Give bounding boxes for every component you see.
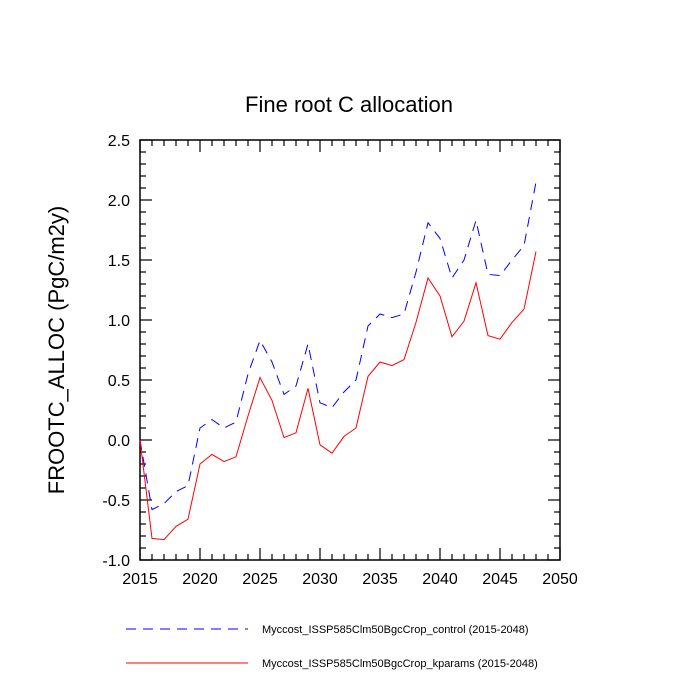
legend-label-control: Myccost_ISSP585Clm50BgcCrop_control (201… bbox=[262, 624, 529, 636]
y-tick-label: 0.5 bbox=[108, 373, 130, 390]
legend-label-kparams: Myccost_ISSP585Clm50BgcCrop_kparams (201… bbox=[262, 658, 538, 670]
y-tick-label: -1.0 bbox=[102, 553, 130, 570]
x-tick-label: 2035 bbox=[362, 571, 398, 588]
series-line-control bbox=[139, 181, 537, 511]
x-tick-label: 2040 bbox=[422, 571, 458, 588]
y-tick-label: -0.5 bbox=[102, 493, 130, 510]
chart-title: Fine root C allocation bbox=[245, 92, 453, 117]
x-tick-label: 2030 bbox=[302, 571, 338, 588]
series-line-kparams bbox=[139, 251, 537, 541]
y-tick-label: 1.0 bbox=[108, 313, 130, 330]
y-axis-label: FROOTC_ALLOC (PgC/m2y) bbox=[44, 206, 69, 495]
x-tick-label: 2045 bbox=[482, 571, 518, 588]
plot-frame bbox=[139, 139, 561, 561]
x-tick-label: 2020 bbox=[182, 571, 218, 588]
x-tick-label: 2050 bbox=[542, 571, 578, 588]
legend: Myccost_ISSP585Clm50BgcCrop_control (201… bbox=[126, 624, 538, 670]
y-tick-label: 2.5 bbox=[108, 133, 130, 150]
plot-area: 2015 2020 2025 2030 2035 2040 2045 2050 -1.0 -0.5… bbox=[102, 133, 577, 588]
y-tick-label: 2.0 bbox=[108, 193, 130, 210]
x-tick-label: 2015 bbox=[122, 571, 158, 588]
y-tick-label: 1.5 bbox=[108, 253, 130, 270]
y-tick-label: 0.0 bbox=[108, 433, 130, 450]
x-tick-label: 2025 bbox=[242, 571, 278, 588]
